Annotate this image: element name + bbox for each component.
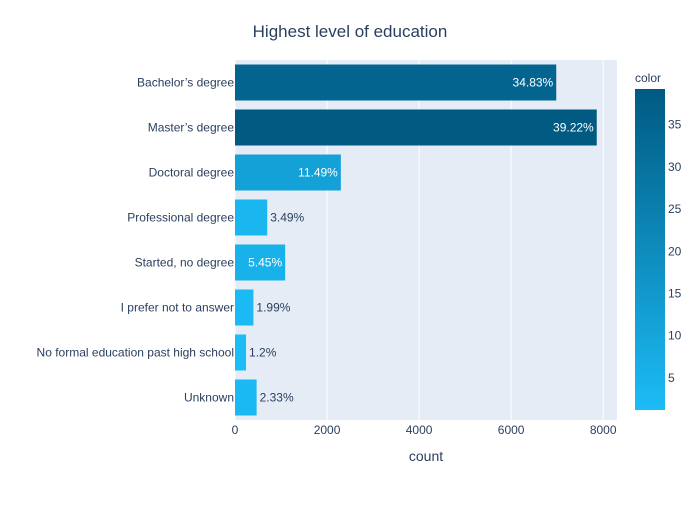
category-label: Professional degree bbox=[127, 211, 234, 225]
bars: 34.83% 39.22% 11.49% 3.49% 5.45% 1.99% 1.2% 2.3… bbox=[235, 64, 597, 416]
x-tick-label: 4000 bbox=[406, 423, 433, 437]
data-label: 1.2% bbox=[249, 346, 277, 360]
category-label: Doctoral degree bbox=[149, 166, 235, 180]
category-label: Started, no degree bbox=[135, 256, 235, 270]
bar bbox=[235, 289, 254, 326]
category-labels: Bachelor’s degree Master’s degree Doctoral… bbox=[37, 76, 235, 405]
bar bbox=[235, 109, 597, 146]
x-tick-label: 8000 bbox=[590, 423, 617, 437]
colorbar-tick-label: 30 bbox=[668, 160, 682, 174]
x-axis-title: count bbox=[409, 448, 443, 464]
category-label: I prefer not to answer bbox=[121, 301, 234, 315]
data-label: 3.49% bbox=[270, 211, 304, 225]
colorbar-title: color bbox=[635, 71, 661, 85]
colorbar-tick-label: 15 bbox=[668, 286, 682, 300]
colorbar-tick-label: 20 bbox=[668, 244, 682, 258]
data-label: 34.83% bbox=[513, 76, 554, 90]
bar bbox=[235, 64, 557, 101]
chart-title: Highest level of education bbox=[253, 22, 448, 41]
category-label: No formal education past high school bbox=[37, 346, 234, 360]
bar bbox=[235, 334, 247, 371]
category-label: Unknown bbox=[184, 391, 234, 405]
bar bbox=[235, 379, 257, 416]
colorbar-tick-label: 35 bbox=[668, 118, 682, 132]
data-label: 5.45% bbox=[248, 256, 282, 270]
colorbar-tick-label: 5 bbox=[668, 371, 675, 385]
bar bbox=[235, 244, 286, 281]
x-axis-ticks: 0 2000 4000 6000 8000 bbox=[232, 423, 617, 437]
bar bbox=[235, 199, 268, 236]
data-label: 2.33% bbox=[260, 391, 294, 405]
category-label: Master’s degree bbox=[148, 121, 235, 135]
data-label: 1.99% bbox=[256, 301, 290, 315]
colorbar-tick-label: 25 bbox=[668, 202, 682, 216]
data-label: 39.22% bbox=[553, 121, 594, 135]
colorbar-tick-label: 10 bbox=[668, 329, 682, 343]
bar bbox=[235, 154, 341, 191]
colorbar-ticks: 5 10 15 20 25 30 35 bbox=[668, 118, 682, 385]
category-label: Bachelor’s degree bbox=[137, 76, 234, 90]
x-tick-label: 2000 bbox=[314, 423, 341, 437]
x-tick-label: 6000 bbox=[498, 423, 525, 437]
colorbar bbox=[635, 89, 665, 410]
data-label: 11.49% bbox=[298, 166, 338, 180]
x-tick-label: 0 bbox=[232, 423, 239, 437]
